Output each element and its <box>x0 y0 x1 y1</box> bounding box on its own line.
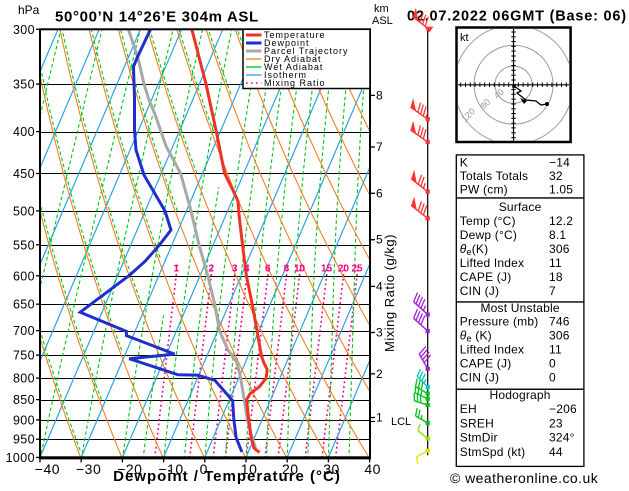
svg-text:40: 40 <box>364 461 381 477</box>
svg-text:EH: EH <box>460 402 477 416</box>
svg-text:Hodograph: Hodograph <box>490 388 551 402</box>
svg-text:CIN (J): CIN (J) <box>460 370 499 384</box>
svg-text:0: 0 <box>549 356 556 370</box>
svg-text:7: 7 <box>549 284 556 298</box>
svg-text:−30: −30 <box>76 461 101 477</box>
svg-text:306: 306 <box>549 242 570 256</box>
svg-text:Most Unstable: Most Unstable <box>480 301 559 315</box>
svg-text:ASL: ASL <box>372 15 393 27</box>
svg-text:18: 18 <box>549 270 563 284</box>
svg-text:10: 10 <box>294 264 306 275</box>
svg-text:LCL: LCL <box>391 416 411 428</box>
svg-text:7: 7 <box>376 140 383 154</box>
svg-text:950: 950 <box>13 433 35 447</box>
svg-text:−206: −206 <box>549 402 577 416</box>
svg-text:PW (cm): PW (cm) <box>460 182 508 196</box>
svg-text:800: 800 <box>13 372 35 386</box>
svg-text:SREH: SREH <box>460 416 494 430</box>
svg-text:2: 2 <box>376 367 383 381</box>
svg-text:Totals Totals: Totals Totals <box>460 169 528 183</box>
svg-text:3: 3 <box>232 264 238 275</box>
svg-text:700: 700 <box>13 324 35 338</box>
svg-text:1: 1 <box>376 411 383 425</box>
svg-text:Lifted Index: Lifted Index <box>460 343 524 357</box>
svg-text:θe (K): θe (K) <box>460 329 492 344</box>
svg-text:44: 44 <box>549 445 563 459</box>
svg-text:750: 750 <box>13 349 35 363</box>
svg-text:kt: kt <box>460 32 469 44</box>
svg-text:hPa: hPa <box>18 3 40 17</box>
svg-text:350: 350 <box>13 78 35 92</box>
svg-text:CIN (J): CIN (J) <box>460 284 499 298</box>
svg-text:Mixing Ratio: Mixing Ratio <box>264 78 326 88</box>
svg-text:−14: −14 <box>549 156 570 170</box>
svg-text:K: K <box>460 156 468 170</box>
svg-text:650: 650 <box>13 298 35 312</box>
svg-text:32: 32 <box>549 169 563 183</box>
svg-text:15: 15 <box>321 264 333 275</box>
svg-text:6: 6 <box>265 264 271 275</box>
svg-text:900: 900 <box>13 413 35 427</box>
svg-text:23: 23 <box>549 416 563 430</box>
svg-text:Surface: Surface <box>499 200 542 214</box>
svg-text:StmDir: StmDir <box>460 431 498 445</box>
svg-text:400: 400 <box>13 125 35 139</box>
svg-text:km: km <box>374 3 389 15</box>
svg-text:−40: −40 <box>35 461 60 477</box>
svg-text:Temp (°C): Temp (°C) <box>460 214 516 228</box>
svg-text:Dewpoint / Temperature (°C): Dewpoint / Temperature (°C) <box>113 468 341 485</box>
svg-text:4: 4 <box>244 264 250 275</box>
svg-text:Mixing Ratio (g/kg): Mixing Ratio (g/kg) <box>382 234 397 352</box>
svg-text:θe(K): θe(K) <box>460 242 489 257</box>
svg-text:StmSpd (kt): StmSpd (kt) <box>460 445 526 459</box>
svg-text:11: 11 <box>549 256 562 270</box>
svg-text:11: 11 <box>549 343 562 357</box>
svg-text:Lifted Index: Lifted Index <box>460 256 524 270</box>
svg-text:1000: 1000 <box>6 451 35 465</box>
svg-text:0: 0 <box>549 370 556 384</box>
svg-text:8: 8 <box>284 264 290 275</box>
svg-text:6: 6 <box>376 186 383 200</box>
svg-text:02.07.2022 06GMT (Base: 06): 02.07.2022 06GMT (Base: 06) <box>407 9 627 25</box>
svg-text:850: 850 <box>13 393 35 407</box>
svg-text:450: 450 <box>13 167 35 181</box>
svg-text:20: 20 <box>338 264 350 275</box>
svg-text:CAPE (J): CAPE (J) <box>460 356 512 370</box>
svg-text:8: 8 <box>376 88 383 102</box>
svg-text:500: 500 <box>13 204 35 218</box>
svg-text:Dewp (°C): Dewp (°C) <box>460 228 517 242</box>
svg-text:Pressure (mb): Pressure (mb) <box>460 315 539 329</box>
svg-text:306: 306 <box>549 329 570 343</box>
svg-text:550: 550 <box>13 238 35 252</box>
svg-text:12.2: 12.2 <box>549 214 573 228</box>
svg-text:CAPE (J): CAPE (J) <box>460 270 512 284</box>
svg-text:300: 300 <box>13 23 35 37</box>
svg-text:600: 600 <box>13 269 35 283</box>
svg-text:1.05: 1.05 <box>549 182 573 196</box>
svg-text:50°00’N 14°26’E 304m ASL: 50°00’N 14°26’E 304m ASL <box>55 9 259 26</box>
svg-text:© weatheronline.co.uk: © weatheronline.co.uk <box>450 470 599 486</box>
svg-text:25: 25 <box>351 264 363 275</box>
svg-text:746: 746 <box>549 315 570 329</box>
svg-text:2: 2 <box>208 264 214 275</box>
svg-text:8.1: 8.1 <box>549 228 566 242</box>
svg-text:1: 1 <box>173 264 179 275</box>
svg-text:324°: 324° <box>549 431 575 445</box>
